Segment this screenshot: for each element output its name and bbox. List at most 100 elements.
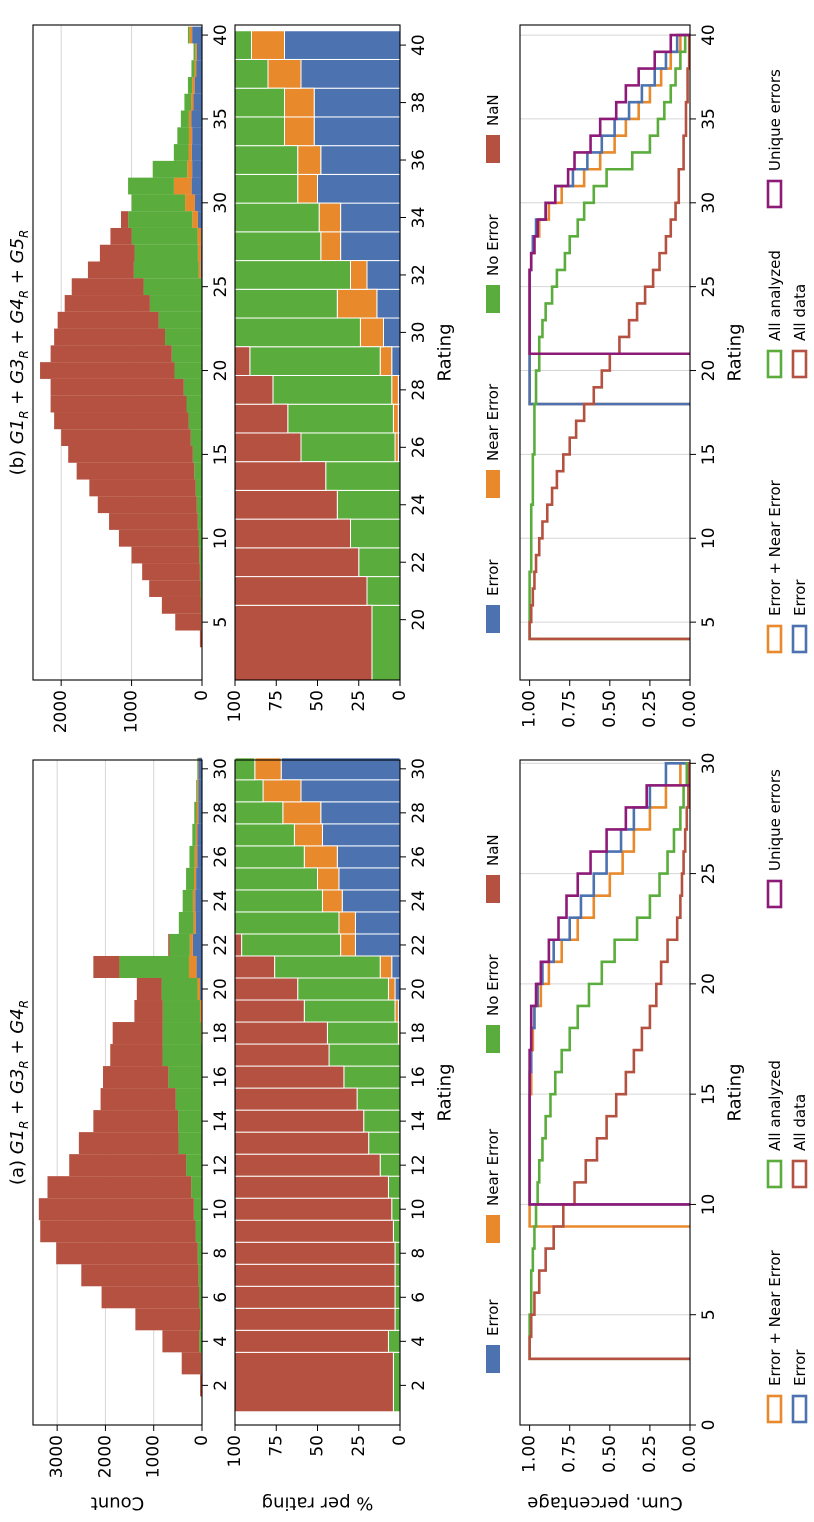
x-tick-label: 14 bbox=[211, 1110, 231, 1132]
axes-frame bbox=[32, 24, 203, 681]
y-tick-label: 2000 bbox=[51, 690, 71, 733]
bar bbox=[197, 513, 202, 530]
bar bbox=[149, 295, 202, 312]
bar bbox=[197, 823, 202, 846]
bar bbox=[234, 1175, 389, 1199]
bar bbox=[320, 145, 401, 175]
x-tick-label: 35 bbox=[699, 108, 719, 130]
y-tick-label: 1000 bbox=[122, 690, 142, 733]
bar bbox=[234, 1219, 394, 1243]
y-tick-label: 0.50 bbox=[600, 1435, 620, 1473]
legend-label: Error bbox=[484, 1299, 502, 1336]
y-tick-label: 50 bbox=[308, 690, 328, 712]
bar bbox=[54, 412, 189, 430]
bar bbox=[198, 801, 202, 824]
y-tick-label: 2000 bbox=[95, 1435, 115, 1478]
bar bbox=[284, 87, 315, 118]
x-tick-label: 24 bbox=[409, 890, 429, 912]
y-tick-label: 0.25 bbox=[640, 1435, 660, 1473]
legend-label: Unique errors bbox=[766, 69, 784, 171]
bar bbox=[78, 1132, 179, 1155]
step-line bbox=[528, 762, 690, 1228]
bar bbox=[234, 547, 360, 578]
legend-swatch bbox=[791, 349, 808, 379]
axes-frame bbox=[519, 759, 691, 1426]
bar bbox=[234, 1197, 393, 1221]
bar bbox=[320, 801, 401, 825]
bar bbox=[64, 295, 150, 312]
bar bbox=[199, 1286, 203, 1309]
panel: 5 10 15 20 25 30 35 40 0 1000 2000 (b) G1R + G3R + … bbox=[7, 24, 232, 733]
bar bbox=[76, 462, 195, 480]
bar bbox=[197, 211, 202, 228]
x-tick-label: 24 bbox=[211, 890, 231, 912]
bar bbox=[100, 1088, 176, 1111]
x-tick-label: 22 bbox=[211, 934, 231, 956]
legend-swatch bbox=[486, 1345, 500, 1373]
y-tick-label: 25 bbox=[349, 690, 369, 712]
x-tick-label: 10 bbox=[699, 1194, 719, 1216]
legend-label: All analyzed bbox=[766, 1060, 784, 1151]
bar bbox=[300, 432, 396, 463]
legend-label: Error bbox=[791, 579, 809, 616]
bar bbox=[297, 145, 322, 175]
bar bbox=[391, 346, 401, 376]
bar bbox=[197, 757, 199, 780]
bar bbox=[293, 823, 323, 847]
legend: Error Near Error No Error NaN bbox=[484, 834, 502, 1373]
bar bbox=[234, 933, 243, 957]
bar bbox=[198, 757, 202, 780]
legend-swatch bbox=[766, 1394, 783, 1424]
bar bbox=[183, 378, 202, 396]
bar bbox=[40, 362, 175, 379]
legend-label: Unique errors bbox=[766, 769, 784, 871]
bar bbox=[192, 823, 196, 846]
bar bbox=[234, 461, 327, 491]
bar bbox=[234, 145, 299, 175]
bar bbox=[161, 977, 198, 1001]
bar bbox=[234, 30, 252, 60]
bar bbox=[192, 933, 202, 956]
bar bbox=[392, 403, 399, 434]
bar bbox=[379, 346, 393, 376]
bar bbox=[336, 845, 401, 869]
bar bbox=[174, 362, 203, 379]
legend-label: Error bbox=[484, 559, 502, 596]
bar bbox=[195, 43, 197, 61]
bar bbox=[199, 1330, 202, 1353]
x-axis-label: Rating bbox=[435, 323, 456, 381]
step-line bbox=[528, 784, 690, 1206]
bar bbox=[197, 845, 202, 868]
bar bbox=[387, 1175, 401, 1199]
bar bbox=[200, 1374, 202, 1397]
bar bbox=[101, 1286, 200, 1309]
bar bbox=[234, 374, 274, 405]
y-axis-label: Cum. percentage bbox=[527, 1493, 682, 1514]
y-tick-label: 0 bbox=[390, 1435, 410, 1446]
bar bbox=[234, 604, 373, 681]
bar bbox=[234, 1351, 394, 1413]
bar bbox=[234, 801, 284, 825]
bar bbox=[191, 1176, 203, 1199]
bar bbox=[192, 76, 195, 94]
y-tick-label: 1.00 bbox=[520, 690, 540, 728]
bar bbox=[162, 1044, 202, 1067]
legend-label: Near Error bbox=[484, 383, 502, 461]
bar bbox=[61, 429, 191, 447]
bar bbox=[197, 779, 199, 802]
y-tick-label: 0 bbox=[390, 690, 410, 701]
bar bbox=[93, 1110, 179, 1133]
bar bbox=[188, 127, 193, 145]
x-axis-label: Rating bbox=[725, 1063, 746, 1121]
legend-label: NaN bbox=[484, 834, 502, 866]
bar bbox=[190, 429, 203, 447]
panel: 5 10 15 20 25 30 35 40 0.00 0.25 0.50 0.75 1.00 Ratin… bbox=[519, 24, 809, 728]
x-tick-label: 10 bbox=[211, 1198, 231, 1220]
bar bbox=[194, 76, 202, 94]
bar bbox=[142, 563, 200, 581]
bar bbox=[162, 1000, 200, 1023]
bar bbox=[234, 87, 285, 118]
bar bbox=[234, 1021, 328, 1045]
legend-swatch bbox=[791, 1159, 808, 1189]
bar bbox=[194, 845, 198, 868]
